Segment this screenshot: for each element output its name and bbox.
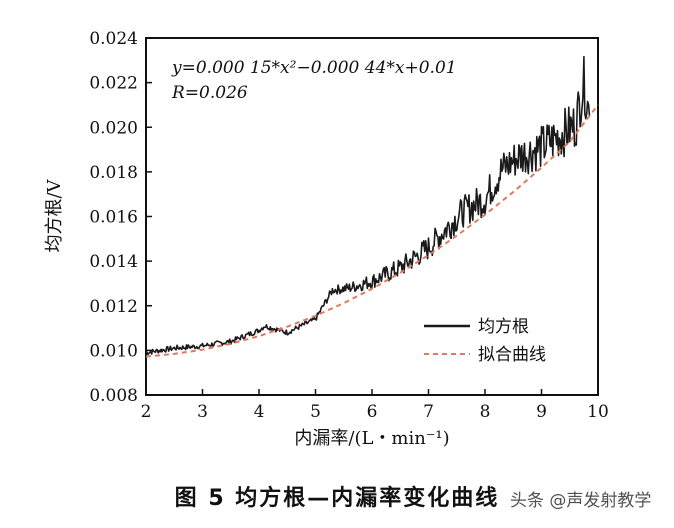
- x-tick-label: 6: [367, 402, 378, 422]
- x-tick-label: 3: [197, 402, 208, 422]
- r-value-label: R=0.026: [171, 83, 248, 103]
- y-tick-label: 0.012: [89, 297, 138, 317]
- x-tick-label: 8: [480, 402, 491, 422]
- series-layer: [145, 55, 599, 358]
- equation-label: y=0.000 15*x²−0.000 44*x+0.01: [171, 58, 457, 78]
- y-tick-label: 0.014: [89, 252, 138, 272]
- watermark: 头条 @声发射教学: [510, 491, 652, 511]
- y-tick-label: 0.024: [89, 29, 138, 49]
- fit-curve-line: [145, 104, 599, 358]
- y-tick-label: 0.020: [89, 118, 138, 138]
- x-tick-labels: 2 3 4 5 6 7 8 9 10: [141, 402, 609, 422]
- tick-marks: [145, 37, 599, 396]
- x-tick-label: 4: [254, 402, 265, 422]
- y-tick-label: 0.010: [89, 341, 138, 361]
- x-tick-label: 10: [587, 402, 609, 422]
- y-tick-label: 0.016: [89, 208, 138, 228]
- x-tick-label: 2: [141, 402, 152, 422]
- x-tick-label: 9: [536, 402, 547, 422]
- y-tick-label: 0.018: [89, 163, 138, 183]
- rms-series-line: [145, 55, 591, 356]
- legend-label-fit: 拟合曲线: [478, 345, 546, 365]
- y-tick-label: 0.022: [89, 74, 138, 94]
- y-axis-title: 均方根/V: [44, 178, 65, 252]
- legend-label-rms: 均方根: [478, 317, 529, 337]
- y-tick-labels: 0.008 0.010 0.012 0.014 0.016 0.018 0.020 0.022…: [89, 29, 138, 406]
- y-tick-label: 0.008: [89, 386, 138, 406]
- x-axis-title: 内漏率/(L・min⁻¹): [294, 428, 449, 449]
- x-tick-label: 5: [310, 402, 321, 422]
- legend: 均方根 拟合曲线: [424, 317, 546, 365]
- x-tick-label: 7: [423, 402, 434, 422]
- figure-caption: 图 5 均方根—内漏率变化曲线: [174, 486, 500, 511]
